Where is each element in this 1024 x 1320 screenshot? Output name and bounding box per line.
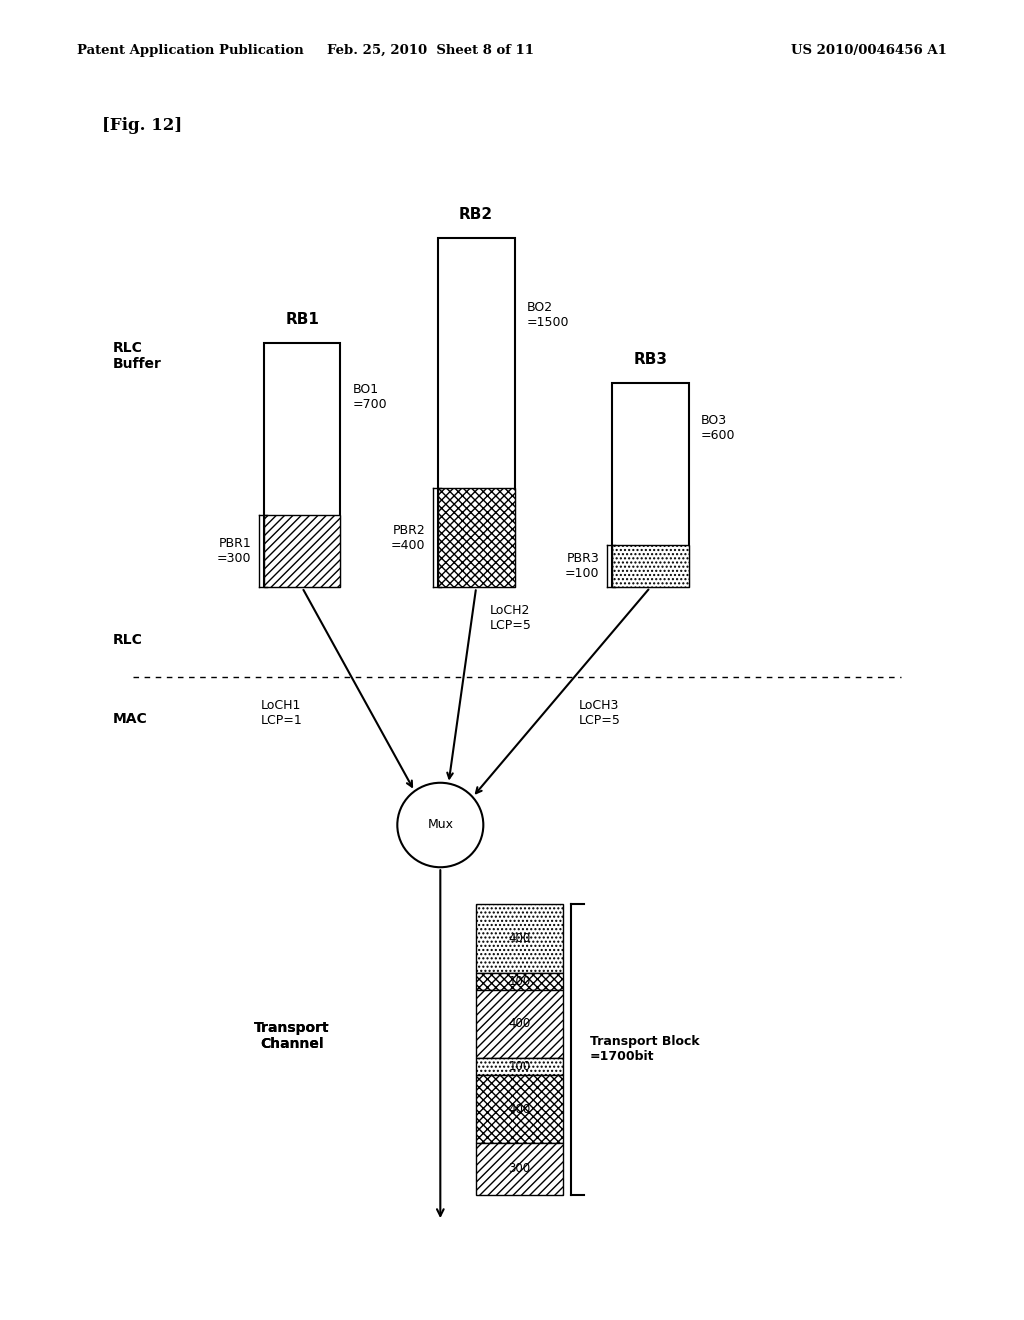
Bar <box>264 343 340 587</box>
Text: Transport
Channel: Transport Channel <box>254 1022 330 1051</box>
Text: RB1: RB1 <box>285 313 319 327</box>
Bar <box>612 545 688 587</box>
Bar <box>476 1074 563 1143</box>
Text: BO2
=1500: BO2 =1500 <box>527 301 569 329</box>
Text: [Fig. 12]: [Fig. 12] <box>102 117 182 133</box>
Text: RLC: RLC <box>113 634 142 647</box>
Bar <box>612 383 688 587</box>
Text: 400: 400 <box>509 1102 530 1115</box>
Text: BO1
=700: BO1 =700 <box>352 383 387 411</box>
Bar <box>438 238 515 587</box>
Bar <box>476 990 563 1057</box>
Text: RLC
Buffer: RLC Buffer <box>113 342 162 371</box>
Text: PBR1
=300: PBR1 =300 <box>217 537 252 565</box>
Text: Patent Application Publication: Patent Application Publication <box>77 44 303 57</box>
Text: Mux: Mux <box>427 818 454 832</box>
Text: 400: 400 <box>509 1018 530 1031</box>
Text: RB3: RB3 <box>633 352 668 367</box>
Text: 400: 400 <box>509 932 530 945</box>
Text: PBR2
=400: PBR2 =400 <box>391 524 426 552</box>
Text: RB2: RB2 <box>459 207 494 222</box>
Bar <box>438 488 515 587</box>
Text: Transport
Channel: Transport Channel <box>254 1022 330 1051</box>
Text: LoCH1
LCP=1: LoCH1 LCP=1 <box>261 698 303 727</box>
Bar <box>476 904 563 973</box>
Bar <box>476 1057 563 1074</box>
Bar <box>264 515 340 587</box>
Text: LoCH2
LCP=5: LoCH2 LCP=5 <box>489 603 531 632</box>
Text: MAC: MAC <box>113 713 147 726</box>
Text: 100: 100 <box>509 1060 530 1073</box>
Bar <box>476 973 563 990</box>
Ellipse shape <box>397 783 483 867</box>
Text: LoCH3
LCP=5: LoCH3 LCP=5 <box>579 698 621 727</box>
Text: Feb. 25, 2010  Sheet 8 of 11: Feb. 25, 2010 Sheet 8 of 11 <box>327 44 534 57</box>
Text: PBR3
=100: PBR3 =100 <box>565 552 600 581</box>
Text: Transport Block
=1700bit: Transport Block =1700bit <box>590 1035 699 1064</box>
Text: 300: 300 <box>509 1163 530 1176</box>
Text: US 2010/0046456 A1: US 2010/0046456 A1 <box>792 44 947 57</box>
Text: BO3
=600: BO3 =600 <box>700 413 735 442</box>
Text: 100: 100 <box>509 974 530 987</box>
Bar <box>476 1143 563 1195</box>
